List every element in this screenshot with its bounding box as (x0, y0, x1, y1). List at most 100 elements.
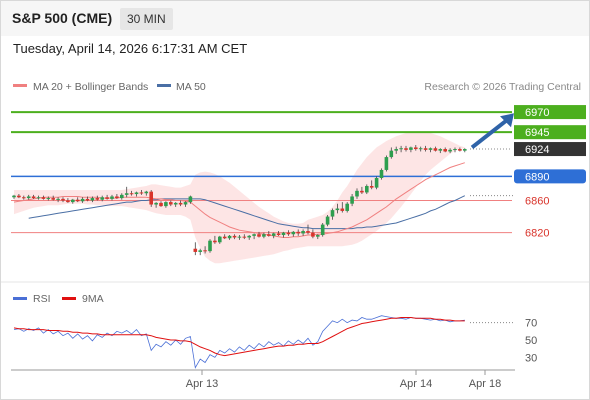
bollinger-band (14, 131, 465, 264)
pivot-tag (514, 169, 586, 184)
candle-body (129, 193, 134, 195)
legend-ma50-label: MA 50 (176, 81, 206, 93)
legend-9ma-swatch (62, 297, 76, 300)
candle-body (276, 233, 281, 236)
candle-body (71, 199, 75, 203)
legend-ma50-swatch (157, 84, 171, 87)
candle-body (428, 148, 433, 150)
candle-body (247, 235, 251, 238)
legend-9ma-label: 9MA (82, 293, 104, 305)
candle-body (154, 202, 158, 205)
candle-body (252, 234, 256, 236)
candle-body (51, 198, 55, 200)
rsi-tick-label: 30 (525, 352, 537, 364)
candle-body (66, 200, 70, 203)
candle-body (115, 196, 119, 199)
legend-rsi-label: RSI (33, 293, 51, 305)
resistance-tag (514, 105, 586, 120)
candle-body (291, 231, 296, 235)
candle-body (345, 203, 349, 211)
candle-body (389, 150, 394, 158)
rsi-ma-line (13, 317, 465, 357)
candle-body (90, 198, 95, 201)
resistance-tag (514, 125, 586, 140)
candle-body (41, 197, 46, 199)
resistance-label: 6945 (525, 127, 549, 139)
candle-body (384, 157, 389, 170)
candle-body (124, 193, 129, 195)
timeframe-button[interactable]: 30 MIN (120, 8, 173, 30)
candle-body (340, 208, 345, 211)
candle-body (296, 231, 300, 234)
candle-body (409, 147, 413, 150)
rsi-tick-label: 70 (525, 318, 537, 330)
ma50-line (28, 195, 466, 230)
legend-ma20-swatch (13, 84, 27, 87)
candle-body (17, 195, 21, 198)
support-label: 6820 (525, 228, 549, 240)
candle-body (36, 197, 41, 199)
candle-body (414, 147, 418, 150)
candle-body (237, 236, 242, 238)
target-arrow-head (500, 113, 514, 128)
candle-body (218, 236, 222, 243)
candle-body (46, 198, 51, 200)
x-axis-tick-label: Apr 18 (469, 378, 501, 390)
candle-body (262, 234, 266, 237)
candle-body (281, 232, 286, 236)
candle-body (144, 191, 149, 194)
candle-body (423, 148, 428, 150)
last-price-label: 6924 (525, 144, 549, 156)
resistance-label: 6970 (525, 107, 549, 119)
candle-body (100, 197, 104, 200)
candle-body (208, 240, 212, 252)
candle-body (443, 149, 447, 152)
candle-body (463, 149, 467, 151)
candle-body (139, 192, 144, 194)
candle-body (379, 169, 384, 178)
candle-body (335, 208, 340, 211)
support-label: 6860 (525, 195, 549, 207)
candle-body (267, 234, 271, 236)
candle-body (306, 231, 310, 233)
copyright-label: Research © 2026 Trading Central (424, 81, 581, 93)
candle-body (31, 196, 36, 199)
candle-body (12, 195, 16, 198)
candle-body (149, 191, 153, 205)
rsi-line (13, 315, 465, 369)
candle-body (325, 216, 330, 225)
candle-body (399, 148, 403, 150)
candle-body (448, 149, 452, 152)
candle-body (301, 231, 305, 234)
candle-body (75, 199, 80, 202)
candle-body (164, 202, 168, 207)
candle-body (80, 198, 85, 202)
candle-body (286, 232, 291, 235)
candle-body (257, 234, 261, 237)
candle-body (271, 233, 276, 236)
rsi-tick-label: 50 (525, 335, 537, 347)
candle-body (232, 235, 237, 238)
candle-body (438, 149, 443, 151)
candle-body (22, 197, 26, 199)
ma20-line (13, 162, 465, 238)
candle-body (360, 190, 364, 193)
legend-ma20-label: MA 20 + Bollinger Bands (33, 81, 148, 93)
candle-body (61, 198, 65, 201)
candle-body (134, 192, 139, 195)
candle-body (188, 196, 193, 203)
candle-body (120, 194, 124, 199)
candle-body (110, 196, 114, 199)
candle-body (316, 235, 320, 237)
candle-body (105, 197, 109, 199)
candle-body (433, 148, 438, 151)
candle-body (453, 149, 457, 151)
candle-body (178, 202, 183, 205)
candle-body (330, 210, 335, 217)
candle-body (404, 148, 408, 150)
candle-body (183, 202, 188, 205)
candle-body (418, 148, 423, 150)
instrument-title: S&P 500 (CME) (12, 10, 113, 26)
candle-body (355, 190, 359, 197)
